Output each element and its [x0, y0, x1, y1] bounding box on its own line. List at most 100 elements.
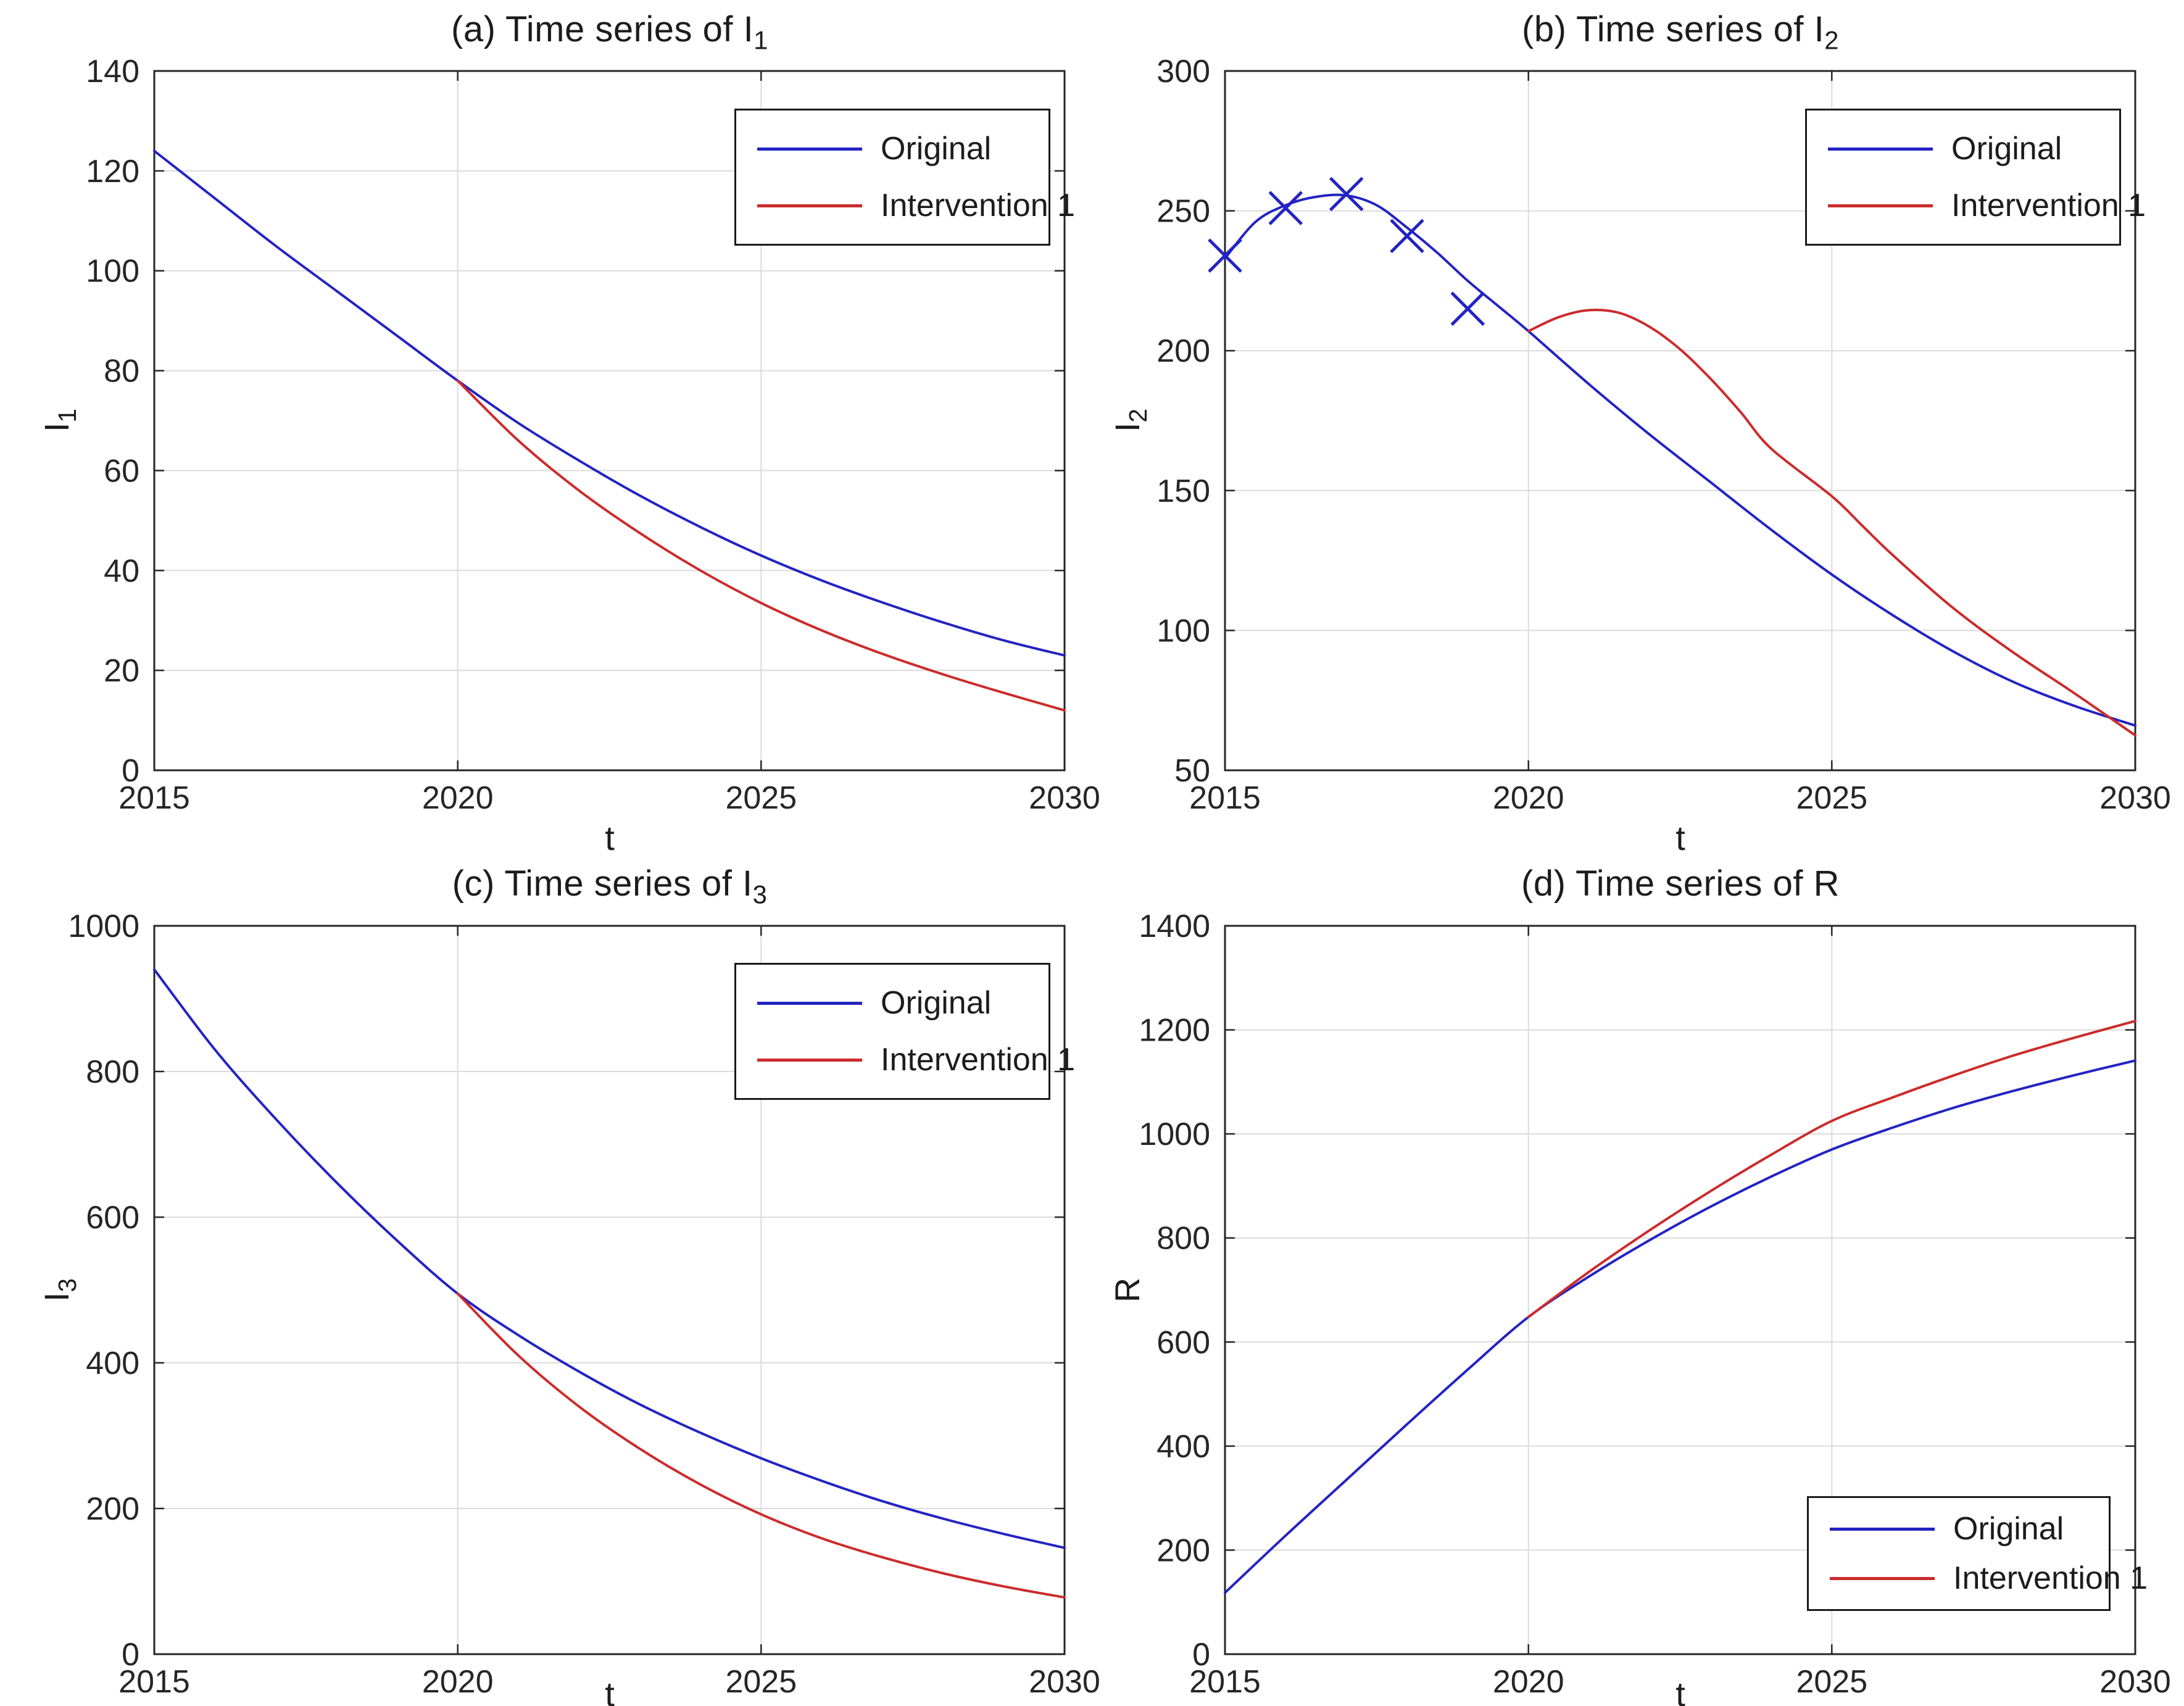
subplot-d-ylabel-text: R [1108, 1277, 1147, 1303]
x-tick-label: 2030 [2099, 780, 2171, 816]
subplot-d: 2015 2020 2025 2030 0 200 400 600 800 1000 1200 140… [1139, 909, 2171, 1700]
x-tick-label: 2015 [1189, 1664, 1261, 1700]
y-tick-label: 1200 [1139, 1013, 1210, 1049]
axis-box [1224, 70, 2136, 772]
subplot-c-title-text: (c) Time series of I [452, 863, 753, 904]
data-marker-x [1268, 191, 1303, 225]
original-line-swatch [1828, 147, 1933, 151]
x-tick-label: 2015 [118, 1664, 190, 1700]
series-line-intervention-1 [1527, 1020, 2136, 1318]
legend-item-intervention: Intervention 1 [736, 1041, 1075, 1078]
subplot-a-title-text: (a) Time series of I [451, 9, 754, 49]
y-tick-label: 60 [104, 453, 139, 489]
y-tick-label: 40 [104, 553, 139, 589]
intervention-line-swatch [757, 1058, 862, 1062]
x-tick-label: 2025 [1796, 1664, 1867, 1700]
y-tick-label: 1000 [68, 909, 139, 944]
x-tick-label: 2015 [1189, 780, 1261, 816]
legend-a: Original Intervention 1 [734, 109, 1075, 246]
original-line-swatch [757, 147, 862, 151]
legend-item-intervention: Intervention 1 [1809, 1560, 2148, 1597]
legend-item-original: Original [1809, 1510, 2109, 1547]
y-tick-label: 140 [86, 54, 139, 89]
axis-box [1224, 925, 2136, 1655]
legend-b: Original Intervention 1 [1805, 109, 2146, 246]
y-tick-label: 100 [86, 254, 139, 289]
x-tick-label: 2020 [1493, 1664, 1564, 1700]
x-tick-label: 2030 [1029, 780, 1100, 816]
subplot-b: 2015 2020 2025 2030 50 100 150 200 250 300 [1156, 54, 2171, 816]
legend-item-intervention: Intervention 1 [1807, 187, 2146, 224]
y-tick-label: 250 [1156, 194, 1210, 230]
subplot-a-title: (a) Time series of I1 [301, 9, 918, 56]
legend-item-original: Original [736, 984, 1048, 1022]
y-tick-label: 600 [86, 1200, 139, 1236]
y-tick-label: 800 [86, 1054, 139, 1090]
legend-label-intervention: Intervention 1 [881, 1042, 1076, 1078]
subplot-c-ylabel-subscript: 3 [53, 1278, 82, 1292]
subplot-a-ylabel-subscript: 1 [53, 409, 82, 423]
axis-box [153, 70, 1066, 772]
axis-box [153, 925, 1066, 1655]
y-tick-label: 150 [1156, 473, 1210, 509]
legend-label-intervention: Intervention 1 [1953, 1560, 2148, 1596]
y-tick-label: 1000 [1139, 1117, 1210, 1152]
y-tick-label: 600 [1156, 1325, 1210, 1360]
legend-item-original: Original [736, 130, 1048, 167]
subplot-c-title: (c) Time series of I3 [301, 863, 918, 910]
x-tick-label: 2020 [422, 1664, 494, 1700]
intervention-line-swatch [1828, 204, 1933, 207]
legend-d: Original Intervention 1 [1807, 1496, 2148, 1611]
subplot-a-ylabel-text: I [37, 422, 76, 432]
series-line-intervention-1 [1527, 309, 2136, 737]
y-tick-label: 1400 [1139, 909, 1210, 944]
series-line-intervention-1 [456, 379, 1066, 712]
subplot-b-ylabel-subscript: 2 [1124, 409, 1153, 423]
y-tick-label: 300 [1156, 54, 1210, 89]
subplot-b-ylabel: I2 [1103, 359, 1152, 482]
series-line-original [153, 968, 1066, 1549]
x-tick-label: 2030 [2099, 1664, 2171, 1700]
subplot-c-title-subscript: 3 [752, 880, 768, 909]
data-marker-x [1450, 291, 1485, 326]
y-tick-label: 400 [1156, 1429, 1210, 1465]
data-marker-x [1329, 177, 1364, 212]
subplot-d-ylabel: R [1103, 1228, 1152, 1352]
y-tick-label: 100 [1156, 613, 1210, 649]
intervention-line-swatch [1830, 1576, 1935, 1580]
series-line-intervention-1 [456, 1292, 1066, 1599]
y-tick-label: 50 [1174, 753, 1210, 789]
y-tick-label: 80 [104, 354, 139, 389]
subplot-a-xlabel: t [605, 818, 615, 857]
subplot-d-xlabel: t [1675, 1675, 1685, 1706]
data-marker-x [1390, 218, 1424, 254]
y-tick-label: 200 [1156, 333, 1210, 369]
subplot-b-xlabel: t [1675, 818, 1685, 857]
x-tick-label: 2020 [1493, 780, 1564, 816]
subplot-b-ylabel-text: I [1108, 422, 1147, 432]
series-line-original [1224, 1059, 2136, 1594]
legend-c: Original Intervention 1 [734, 963, 1075, 1100]
legend-label-intervention: Intervention 1 [1951, 188, 2146, 223]
subplot-c-xlabel: t [605, 1675, 615, 1706]
original-line-swatch [1830, 1527, 1935, 1531]
subplot-a-ylabel: I1 [32, 359, 81, 482]
subplot-d-title: (d) Time series of R [1372, 863, 1989, 910]
legend-label-original: Original [1953, 1511, 2064, 1547]
x-tick-label: 2015 [118, 780, 190, 816]
legend-label-original: Original [881, 131, 992, 167]
legend-item-intervention: Intervention 1 [736, 187, 1075, 224]
y-tick-label: 400 [86, 1346, 139, 1381]
subplot-b-title-text: (b) Time series of I [1522, 9, 1825, 49]
x-tick-label: 2030 [1029, 1664, 1100, 1700]
legend-item-original: Original [1807, 130, 2119, 167]
subplot-c-ylabel: I3 [32, 1228, 81, 1352]
y-tick-label: 120 [86, 154, 139, 189]
y-tick-label: 200 [1156, 1533, 1210, 1568]
subplot-c-ylabel-text: I [37, 1292, 76, 1302]
y-tick-label: 800 [1156, 1221, 1210, 1257]
legend-label-original: Original [881, 985, 992, 1021]
subplot-b-title-subscript: 2 [1824, 25, 1839, 55]
y-tick-label: 200 [86, 1491, 139, 1527]
